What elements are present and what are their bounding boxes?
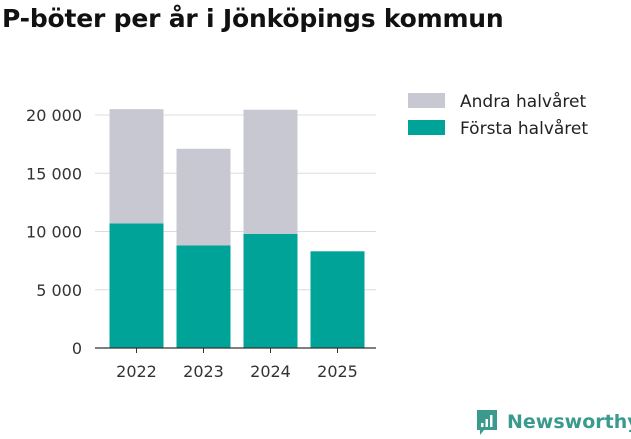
x-axis-ticks: 2022 2023 2024 2025 (116, 348, 358, 381)
x-tick-label: 2022 (116, 362, 157, 381)
bars (109, 109, 365, 348)
legend-label: Första halvåret (460, 118, 588, 139)
x-tick-label: 2024 (250, 362, 291, 381)
bar-2025-forsta (310, 251, 365, 348)
chart-title: P-böter per år i Jönköpings kommun (2, 4, 504, 33)
bar-2023-forsta (176, 245, 231, 348)
legend: Andra halvåret Första halvåret (408, 91, 588, 139)
legend-swatch (408, 120, 445, 135)
legend-swatch (408, 93, 445, 108)
y-tick-label: 20 000 (26, 106, 82, 125)
legend-label: Andra halvåret (460, 91, 586, 112)
x-tick-label: 2023 (183, 362, 224, 381)
bar-2022-forsta (109, 223, 164, 348)
y-tick-label: 15 000 (26, 164, 82, 183)
x-tick-label: 2025 (317, 362, 358, 381)
bar-2024-forsta (243, 233, 298, 348)
y-tick-label: 0 (72, 339, 82, 358)
logo-text: Newsworthy (507, 411, 631, 433)
newsworthy-chart-icon (477, 410, 497, 435)
bar-2022-andra (109, 109, 164, 224)
bar-2023-andra (176, 148, 231, 246)
y-tick-label: 5 000 (36, 281, 82, 300)
y-tick-label: 10 000 (26, 223, 82, 242)
y-axis-ticks: 0 5 000 10 000 15 000 20 000 (26, 106, 82, 358)
newsworthy-logo: Newsworthy (477, 410, 631, 435)
bar-2024-andra (243, 109, 298, 234)
